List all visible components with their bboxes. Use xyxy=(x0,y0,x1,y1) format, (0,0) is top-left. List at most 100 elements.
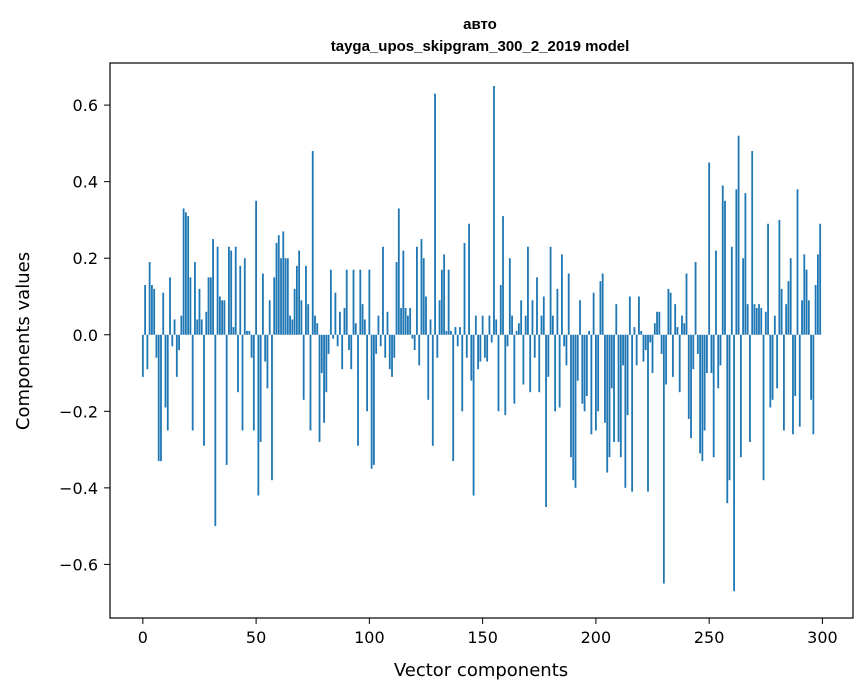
bar xyxy=(536,277,538,335)
bar xyxy=(277,235,280,335)
bar xyxy=(692,334,695,370)
bar xyxy=(416,246,418,335)
bar xyxy=(751,151,754,335)
bar xyxy=(690,334,692,439)
bar xyxy=(631,334,634,492)
bar xyxy=(305,265,307,335)
bar xyxy=(619,334,622,458)
bar xyxy=(733,334,735,592)
bar xyxy=(323,334,325,423)
y-tick-label: 0.0 xyxy=(73,326,98,345)
bar xyxy=(243,258,246,335)
bar xyxy=(169,277,171,335)
bar xyxy=(739,334,742,458)
bar xyxy=(701,334,704,462)
bar xyxy=(237,334,239,393)
bar xyxy=(223,300,226,335)
bar xyxy=(343,307,346,335)
bar xyxy=(715,250,717,335)
bar xyxy=(567,273,570,335)
bar xyxy=(246,330,248,335)
bar xyxy=(576,334,579,381)
bar xyxy=(570,334,572,458)
bar xyxy=(191,334,194,431)
bar xyxy=(431,334,434,446)
x-tick-label: 0 xyxy=(138,628,148,647)
bar xyxy=(173,319,176,335)
bar xyxy=(212,239,214,335)
bar xyxy=(160,334,162,462)
bar xyxy=(477,334,480,370)
bar xyxy=(379,334,382,347)
bar xyxy=(196,319,199,335)
bar xyxy=(816,254,819,335)
bar xyxy=(325,334,328,393)
bar xyxy=(422,258,425,335)
bar xyxy=(488,315,491,335)
bar xyxy=(291,319,294,335)
bar xyxy=(642,334,645,362)
bar xyxy=(710,334,713,374)
bar xyxy=(384,334,387,358)
bar xyxy=(230,250,233,335)
bar xyxy=(314,315,316,335)
y-tick-label: 0.6 xyxy=(73,96,98,115)
bar xyxy=(450,330,452,335)
y-tick-label: −0.4 xyxy=(59,479,98,498)
bar xyxy=(794,334,797,396)
bar xyxy=(511,315,513,335)
bar xyxy=(597,334,600,412)
bar xyxy=(228,246,230,335)
bar xyxy=(391,334,393,377)
bar xyxy=(699,334,701,454)
bar xyxy=(248,330,251,335)
bar xyxy=(363,319,366,335)
bar xyxy=(257,334,260,496)
bar xyxy=(440,269,443,335)
bar xyxy=(653,323,656,335)
bar xyxy=(216,246,219,335)
bar xyxy=(359,269,362,335)
bar xyxy=(789,258,792,335)
bar xyxy=(703,334,706,431)
bar xyxy=(744,193,747,335)
bar xyxy=(742,258,745,335)
y-tick-label: −0.2 xyxy=(59,402,98,421)
bar xyxy=(590,334,593,435)
bar xyxy=(194,262,196,335)
bar xyxy=(189,277,192,335)
bar xyxy=(434,93,436,335)
bar xyxy=(203,334,205,446)
bar xyxy=(563,334,566,347)
x-tick-label: 200 xyxy=(581,628,612,647)
bar xyxy=(255,200,258,335)
bar xyxy=(329,269,332,335)
bar xyxy=(547,334,550,377)
bar xyxy=(289,315,291,335)
bar xyxy=(171,334,174,347)
bar xyxy=(495,319,498,335)
bar xyxy=(633,327,636,335)
bar xyxy=(388,334,391,370)
bar xyxy=(504,334,507,416)
bar xyxy=(250,334,253,358)
bar xyxy=(479,334,482,362)
bar xyxy=(561,254,563,335)
bar xyxy=(724,200,726,335)
bar xyxy=(332,334,335,339)
bar xyxy=(520,300,523,335)
bar xyxy=(610,334,613,389)
bar xyxy=(608,334,611,458)
bar xyxy=(531,300,534,335)
bar xyxy=(178,334,180,351)
bar xyxy=(665,334,668,385)
bar xyxy=(427,334,430,400)
bar xyxy=(801,300,803,335)
bar xyxy=(490,334,493,343)
bar xyxy=(350,334,353,370)
bar xyxy=(769,334,772,408)
bar xyxy=(588,330,590,335)
bar xyxy=(651,334,654,374)
bar xyxy=(497,334,500,412)
bar xyxy=(681,315,683,335)
